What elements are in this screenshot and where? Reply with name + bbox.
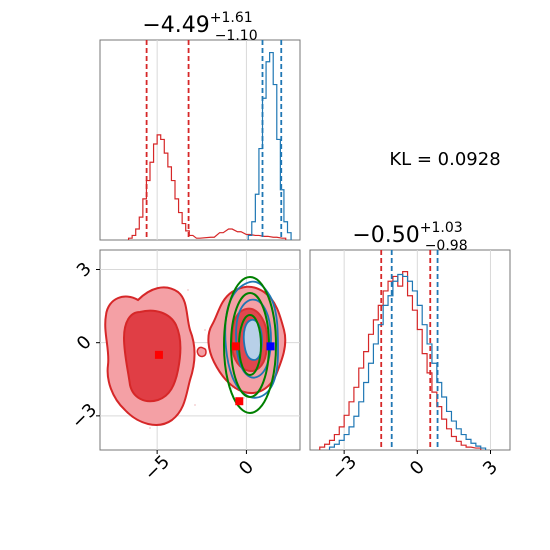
top-left-histogram-series	[127, 40, 292, 240]
top-left-histogram-panel: −4.49+1.61 −1.10	[99, 10, 301, 241]
joint-y-ticks: −3 0 3	[68, 258, 102, 433]
joint-y-tick-label-1: 0	[73, 332, 96, 355]
joint-x-tick-label-0: −5	[140, 451, 174, 485]
top-left-hist-line-1	[247, 51, 292, 240]
bottom-right-x-ticks: −3 0 3	[327, 450, 502, 485]
green-ellipse-outer	[223, 276, 277, 414]
bottom-right-x-tick-label-2: 3	[479, 457, 502, 480]
joint-y-tick-label-0: −3	[68, 399, 102, 433]
kl-divergence-text: KL = 0.0928	[389, 149, 500, 170]
bottom-right-hist-line-1	[328, 273, 487, 450]
joint-marker-1-0	[266, 342, 275, 351]
joint-markers	[154, 342, 275, 406]
top-left-title: −4.49+1.61 −1.10	[142, 10, 257, 44]
joint-contour-panel: −5 0 −3 0 3	[68, 249, 301, 485]
bottom-right-x-tick-label-1: 0	[406, 457, 429, 480]
red-contour-small-blob	[196, 346, 207, 358]
joint-y-tick-label-2: 3	[73, 258, 96, 281]
bottom-right-title-sub: −0.98	[425, 238, 468, 254]
bottom-right-title-main: −0.50	[352, 223, 419, 248]
blue-contour-mid	[235, 298, 272, 379]
bottom-right-histogram-series	[319, 250, 487, 450]
bottom-right-x-tick-label-0: −3	[327, 451, 361, 485]
top-left-title-sup: +1.61	[210, 10, 253, 26]
top-left-hist-line-0	[127, 134, 287, 240]
top-left-title-sub: −1.10	[215, 28, 258, 44]
top-left-axes-frame	[99, 39, 301, 241]
bottom-right-title-sup: +1.03	[420, 220, 463, 236]
joint-marker-0-1	[231, 342, 240, 351]
joint-x-tick-label-1: 0	[235, 457, 258, 480]
bottom-right-title: −0.50+1.03 −0.98	[352, 220, 467, 254]
joint-marker-0-2	[235, 397, 244, 406]
joint-x-ticks: −5 0	[140, 450, 258, 485]
red-contour-inner-left	[122, 309, 182, 403]
joint-marker-0-0	[154, 350, 163, 359]
bottom-right-histogram-panel: −3 0 3 −0.50+1.03 −0.98	[309, 220, 511, 485]
bottom-right-axes-frame	[309, 249, 511, 451]
blue-contour-inner	[242, 318, 263, 361]
top-left-title-main: −4.49	[142, 13, 209, 38]
